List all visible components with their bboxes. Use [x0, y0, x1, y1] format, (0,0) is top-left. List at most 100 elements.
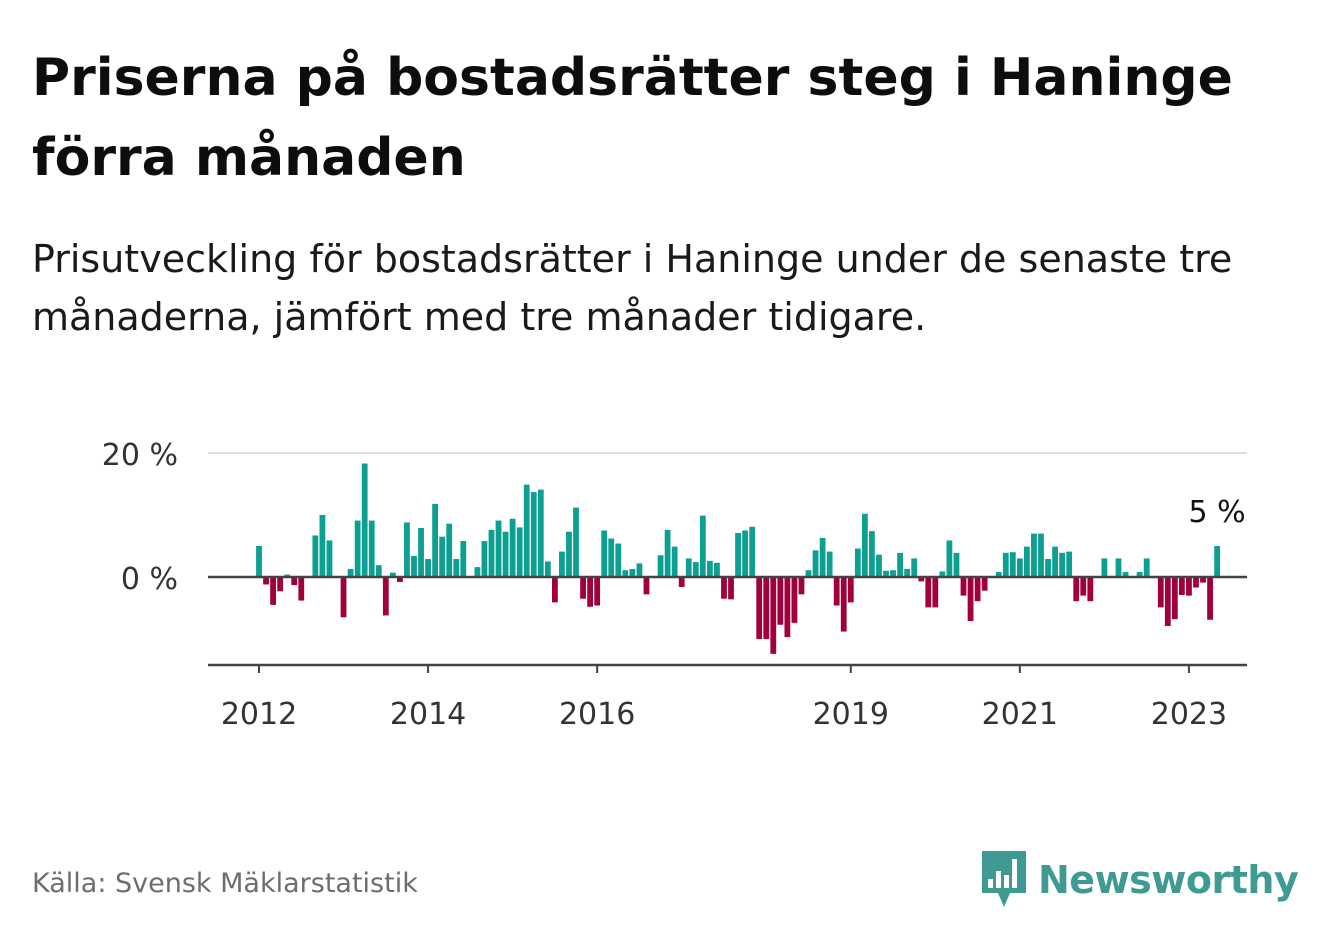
bar — [1066, 551, 1073, 577]
bar — [742, 530, 749, 577]
bar — [474, 567, 481, 577]
bar — [340, 577, 347, 618]
bar — [840, 577, 847, 632]
bar — [1143, 558, 1150, 577]
bar — [1136, 572, 1143, 577]
bar — [749, 526, 756, 577]
bar — [502, 531, 509, 577]
bar — [270, 577, 276, 605]
bar — [495, 520, 502, 577]
bar — [819, 537, 826, 577]
bar — [714, 562, 720, 577]
x-tick-label: 2019 — [813, 697, 889, 732]
bar — [608, 538, 615, 577]
bar — [615, 543, 622, 577]
bar — [784, 577, 791, 638]
bar — [678, 577, 685, 587]
bar — [523, 484, 530, 577]
x-tick-label: 2016 — [559, 697, 635, 732]
bar — [1157, 577, 1164, 608]
x-tick-label: 2021 — [982, 697, 1058, 732]
axis-layer: 20 % 0 % 2012 2014 2016 2019 2021 2023 5 % — [102, 438, 1247, 732]
bar — [481, 541, 488, 577]
y-tick-label: 20 % — [102, 438, 178, 473]
bar — [798, 577, 805, 595]
bar — [657, 555, 664, 577]
bar — [699, 515, 706, 577]
bar — [1009, 552, 1016, 577]
bar — [883, 570, 889, 577]
bar — [643, 577, 650, 595]
bar — [735, 532, 741, 577]
bar — [354, 520, 361, 577]
bar — [1031, 533, 1037, 577]
last-value-label: 5 % — [1189, 495, 1246, 530]
bar — [1038, 533, 1044, 577]
bar — [594, 577, 601, 606]
bars-layer — [256, 463, 1221, 654]
bar — [721, 577, 727, 599]
bar — [411, 555, 417, 577]
bar — [1178, 577, 1185, 595]
bar — [1214, 546, 1221, 577]
bar — [791, 577, 798, 623]
bar — [1115, 558, 1122, 577]
bar — [404, 522, 410, 577]
bar — [1016, 558, 1023, 577]
bar — [361, 463, 368, 577]
bar — [622, 570, 629, 577]
bar — [861, 513, 868, 577]
bar — [925, 577, 932, 608]
bar — [256, 546, 262, 577]
bar — [460, 541, 467, 577]
bar — [1193, 577, 1199, 588]
bar — [939, 571, 946, 577]
bar — [812, 550, 819, 577]
bar — [326, 540, 333, 577]
bar — [418, 528, 424, 577]
bar — [890, 570, 896, 577]
bar — [974, 577, 981, 602]
bar — [918, 577, 925, 582]
bar — [1207, 577, 1213, 620]
bar — [488, 529, 495, 577]
bar — [946, 540, 953, 577]
bar — [777, 577, 784, 625]
bar — [601, 530, 608, 577]
bar — [932, 577, 939, 608]
bar — [425, 559, 431, 577]
bar — [1080, 577, 1087, 596]
bar — [587, 577, 594, 607]
bar — [368, 520, 375, 577]
bar — [559, 551, 565, 577]
bar — [995, 572, 1002, 577]
bar — [692, 562, 699, 577]
chart-title: Priserna på bostadsrätter steg i Haninge… — [32, 48, 1233, 188]
newsworthy-logo: Newsworthy — [980, 848, 1299, 912]
bar — [509, 518, 516, 577]
bar — [833, 577, 840, 606]
bar — [904, 568, 911, 577]
bar — [298, 577, 305, 601]
bar — [636, 563, 643, 577]
bar — [1059, 552, 1066, 577]
bar — [291, 577, 298, 586]
bar — [706, 560, 713, 577]
bar — [453, 559, 460, 577]
bar — [566, 531, 572, 577]
bar — [1073, 577, 1080, 602]
bar — [1171, 577, 1178, 620]
bar — [1186, 577, 1192, 596]
bar — [770, 577, 777, 654]
bar — [756, 577, 763, 639]
bar — [854, 548, 861, 577]
bar — [685, 558, 692, 577]
bar — [1200, 577, 1206, 583]
bar — [847, 577, 854, 603]
bar — [432, 503, 439, 577]
bar — [312, 535, 319, 577]
bar — [397, 577, 403, 582]
y-tick-label: 0 % — [121, 562, 178, 597]
bar — [728, 577, 734, 600]
bar — [573, 507, 579, 577]
